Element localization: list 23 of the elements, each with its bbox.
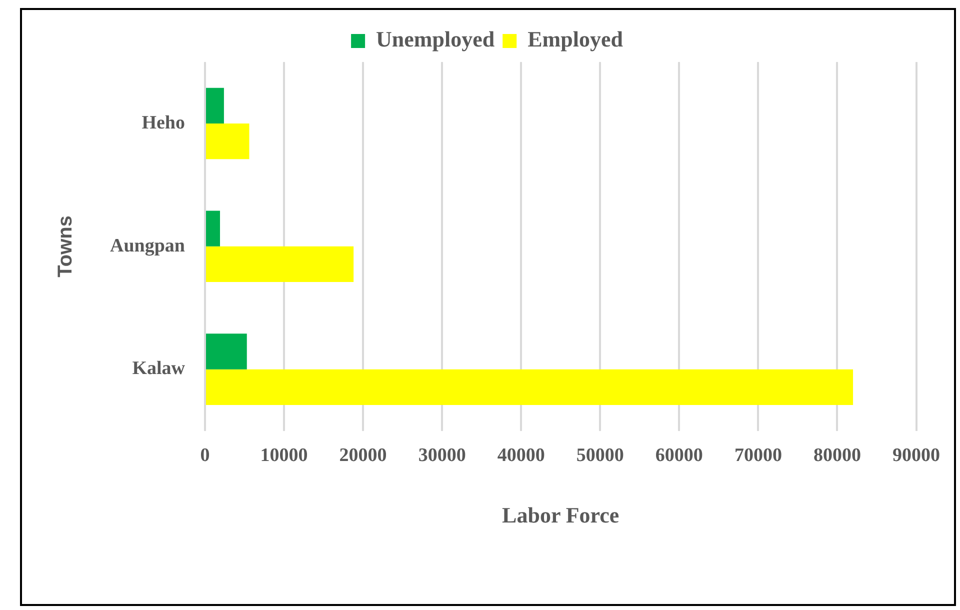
- bar: [206, 123, 250, 160]
- x-tick-label: 60000: [655, 445, 703, 466]
- x-tick-label: 30000: [418, 445, 466, 466]
- x-tick-label: 90000: [892, 445, 940, 466]
- y-axis-title: Towns: [54, 215, 77, 278]
- bar: [206, 210, 220, 246]
- x-tick-label: 80000: [813, 445, 861, 466]
- y-tick-label: Heho: [142, 112, 185, 134]
- y-tick-label: Kalaw: [132, 358, 186, 380]
- x-tick-label: 70000: [734, 445, 782, 466]
- x-axis-title: Labor Force: [502, 502, 620, 528]
- x-tick-label: 50000: [576, 445, 624, 466]
- bar: [206, 369, 854, 405]
- x-tick-label: 10000: [260, 445, 308, 466]
- x-tick-label: 40000: [497, 445, 545, 466]
- bar: [206, 334, 247, 370]
- x-tick-label: 20000: [339, 445, 387, 466]
- bar: [206, 246, 354, 282]
- x-tick-label: 0: [200, 445, 210, 466]
- legend-label: Unemployed: [376, 26, 495, 52]
- y-tick-label: Aungpan: [110, 235, 186, 256]
- legend-label: Employed: [528, 26, 623, 52]
- bar: [206, 88, 224, 124]
